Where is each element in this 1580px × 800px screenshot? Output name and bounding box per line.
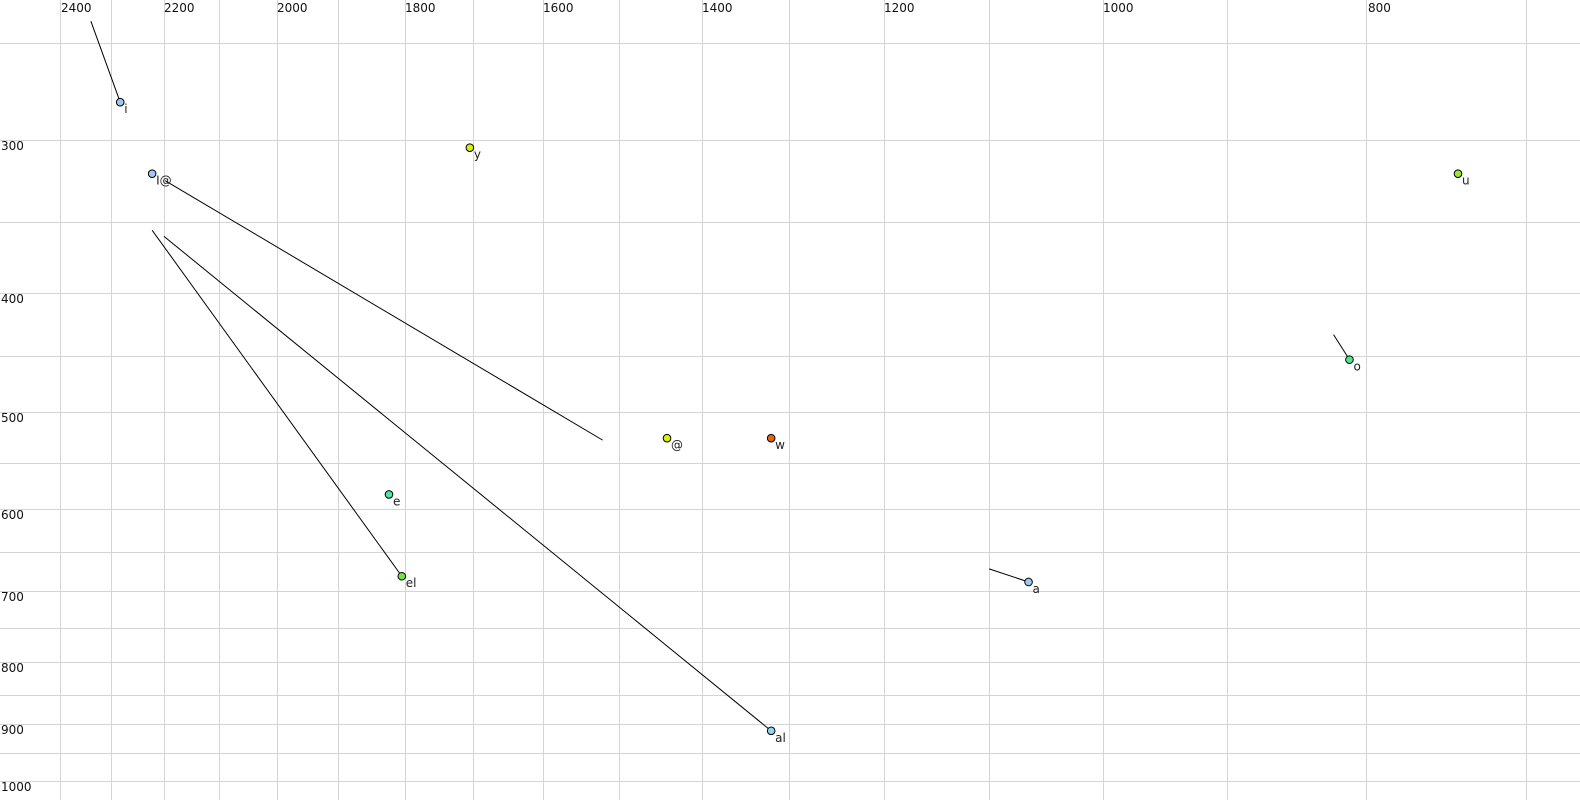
x-tick-label: 1600	[543, 1, 574, 15]
point-label: y	[474, 148, 481, 162]
trajectory-i	[90, 21, 121, 103]
y-tick-label: 400	[1, 292, 24, 306]
point-al	[766, 726, 776, 736]
y-tick-label: 700	[1, 590, 24, 604]
point-a	[1024, 577, 1033, 587]
point-label: e	[393, 494, 400, 508]
x-tick-label: 1400	[702, 1, 733, 15]
trajectories	[90, 21, 1350, 732]
x-tick-label: 1000	[1103, 1, 1134, 15]
trajectory-a	[988, 568, 1029, 583]
y-tick-label: 300	[1, 139, 24, 153]
y-tick-label: 800	[1, 661, 24, 675]
point-w	[766, 433, 776, 443]
point-el	[397, 571, 407, 581]
y-tick-label: 1000	[1, 780, 32, 794]
trajectory-el	[151, 229, 403, 577]
point-label: w	[775, 438, 785, 452]
trajectory-o	[1333, 334, 1350, 360]
point-label: I@	[156, 174, 172, 188]
point-y	[465, 143, 475, 152]
x-tick-label: 1200	[884, 1, 915, 15]
point-label: a	[1033, 582, 1040, 596]
point-e	[384, 490, 394, 499]
x-tick-label: 1800	[405, 1, 436, 15]
point-label: i	[124, 102, 127, 116]
point-label: el	[406, 576, 417, 590]
point-u	[1453, 169, 1463, 178]
point-i	[115, 97, 125, 107]
y-tick-label: 600	[1, 508, 24, 522]
point-o	[1345, 355, 1354, 364]
point-label: al	[775, 731, 786, 745]
point-label: @	[671, 438, 683, 452]
point-@	[662, 433, 672, 443]
y-axis-ticks: 300 400 500 600 700 800 900 1000	[1, 139, 32, 794]
trajectory-I@	[164, 180, 603, 441]
x-tick-label: 800	[1368, 1, 1391, 15]
point-label: o	[1353, 360, 1360, 374]
x-tick-label: 2200	[164, 1, 195, 15]
point-label: u	[1462, 174, 1470, 188]
trajectory-al	[163, 236, 772, 732]
x-tick-label: 2400	[61, 1, 92, 15]
x-axis-ticks: 2400 2200 2000 1800 1600 1400 1200 1000 800	[61, 1, 1391, 15]
y-tick-label: 500	[1, 411, 24, 425]
points: i I@ y u o @ w e el a al	[115, 97, 1470, 745]
y-tick-label: 900	[1, 723, 24, 737]
x-tick-label: 2000	[277, 1, 308, 15]
point-I@	[147, 169, 157, 178]
